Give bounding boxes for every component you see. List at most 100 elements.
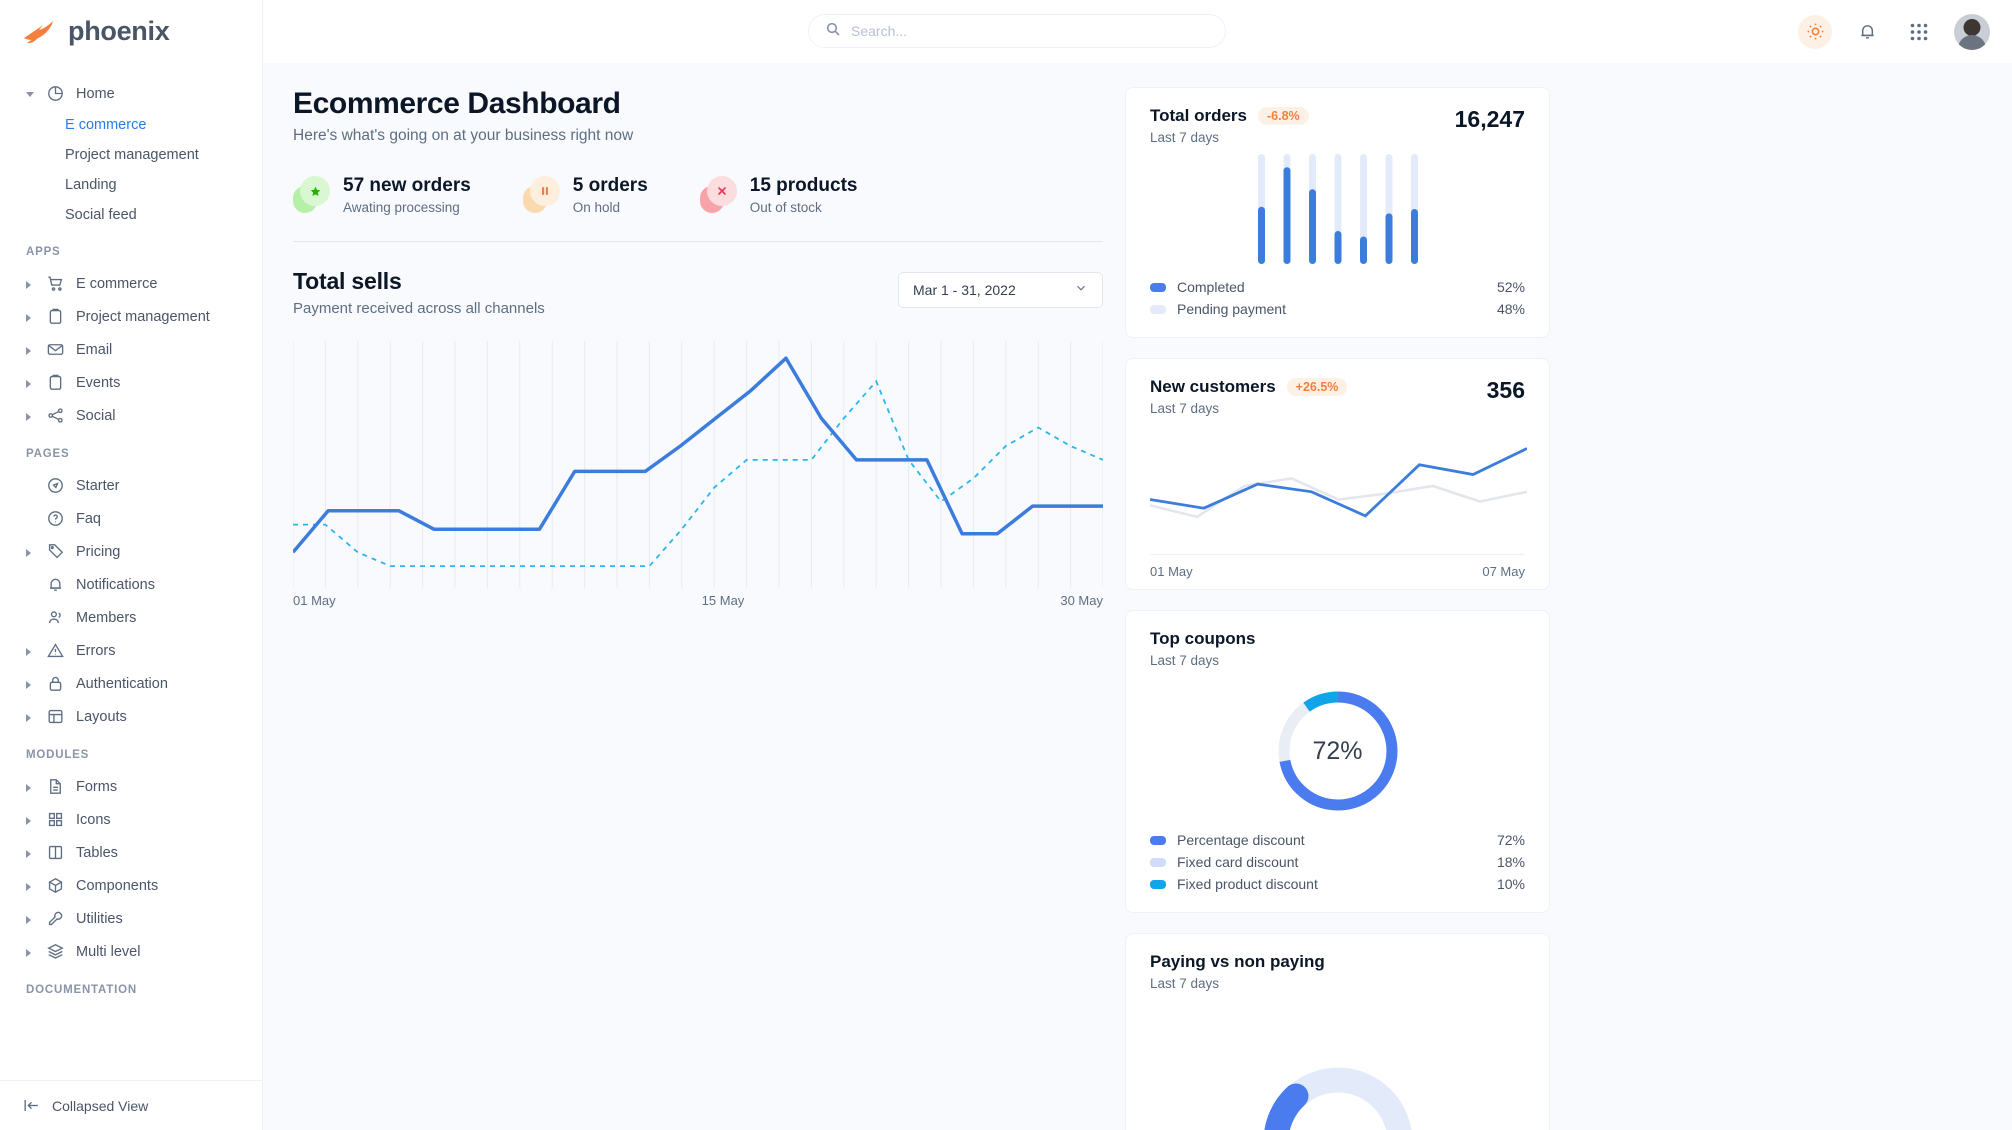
pause-icon [522, 176, 560, 214]
chevron-right-icon[interactable] [26, 815, 35, 825]
sidebar-item-starter[interactable]: Starter [0, 469, 262, 502]
sidebar-item-utilities[interactable]: Utilities [0, 902, 262, 935]
legend-item: Completed 52% [1150, 279, 1525, 295]
total-sells-axis: 01 May 15 May 30 May [293, 593, 1103, 608]
sidebar-item-icons[interactable]: Icons [0, 803, 262, 836]
pie-chart-icon [46, 84, 65, 103]
chevron-right-icon[interactable] [26, 881, 35, 891]
total-sells-subtitle: Payment received across all channels [293, 299, 545, 317]
axis-label-left: 01 May [1150, 564, 1193, 579]
sidebar-item-e-commerce[interactable]: E commerce [0, 267, 262, 300]
search-icon [825, 21, 841, 42]
stat-out-of-stock[interactable]: 15 products Out of stock [699, 175, 857, 215]
legend-label: Fixed card discount [1177, 854, 1299, 870]
sidebar-item-layouts[interactable]: Layouts [0, 700, 262, 733]
sidebar-item-notifications[interactable]: Notifications [0, 568, 262, 601]
page-title: Ecommerce Dashboard [293, 87, 621, 120]
sidebar-item-pricing[interactable]: Pricing [0, 535, 262, 568]
sidebar-subitem-landing[interactable]: Landing [0, 170, 262, 200]
sidebar-subitem-social-feed[interactable]: Social feed [0, 200, 262, 230]
chevron-right-icon[interactable] [26, 848, 35, 858]
chevron-right-icon[interactable] [26, 547, 35, 557]
card-total-orders-title: Total orders [1150, 106, 1247, 125]
sidebar-item-authentication[interactable]: Authentication [0, 667, 262, 700]
sidebar-item-label: Forms [76, 778, 118, 795]
date-range-value: Mar 1 - 31, 2022 [913, 281, 1016, 298]
chevron-right-icon[interactable] [26, 782, 35, 792]
stat-sub: Out of stock [749, 199, 822, 215]
chevron-down-icon [1074, 281, 1088, 298]
clipboard-icon [46, 307, 65, 326]
cube-icon [46, 876, 65, 895]
legend-item: Percentage discount 72% [1150, 832, 1525, 848]
grid-apps-icon[interactable] [1902, 15, 1936, 49]
card-paying-title: Paying vs non paying [1150, 952, 1325, 971]
sidebar-item-errors[interactable]: Errors [0, 634, 262, 667]
sidebar-section-modules-label: MODULES [26, 749, 90, 761]
brand[interactable]: phoenix [0, 0, 262, 63]
sidebar-item-label: Errors [76, 642, 116, 659]
global-search[interactable] [808, 14, 1226, 48]
layout-icon [46, 707, 65, 726]
sidebar-item-social[interactable]: Social [0, 399, 262, 432]
chevron-right-icon[interactable] [26, 914, 35, 924]
sidebar-subitem-e-commerce[interactable]: E commerce [0, 110, 262, 140]
legend-value: 48% [1496, 301, 1525, 317]
search-input[interactable] [851, 23, 1209, 39]
sidebar-item-label: E commerce [76, 275, 158, 292]
sidebar-item-label: Social [76, 407, 116, 424]
status-badge: -6.8% [1257, 107, 1309, 125]
topbar-actions [1798, 0, 1990, 63]
chevron-right-icon[interactable] [26, 947, 35, 957]
chevron-down-icon[interactable] [26, 89, 35, 98]
legend-value: 18% [1496, 854, 1525, 870]
chevron-right-icon[interactable] [26, 378, 35, 388]
collapsed-view-toggle[interactable]: Collapsed View [0, 1080, 262, 1130]
stat-on-hold[interactable]: 5 orders On hold [522, 175, 648, 215]
stat-value: 5 orders [572, 175, 648, 196]
chevron-right-icon[interactable] [26, 279, 35, 289]
total-sells-title: Total sells [293, 267, 402, 294]
sidebar-item-home[interactable]: Home [0, 77, 262, 110]
sidebar-subitem-label: E commerce [65, 117, 147, 133]
chevron-right-icon[interactable] [26, 646, 35, 656]
date-range-select[interactable]: Mar 1 - 31, 2022 [898, 271, 1103, 308]
sidebar-item-events[interactable]: Events [0, 366, 262, 399]
chevron-right-icon[interactable] [26, 345, 35, 355]
sidebar-item-faq[interactable]: Faq [0, 502, 262, 535]
brand-name: phoenix [68, 16, 170, 46]
card-top-coupons: Top coupons Last 7 days 72% [1125, 610, 1550, 913]
card-new-customers-subtitle: Last 7 days [1150, 401, 1220, 416]
sidebar-section-pages-label: PAGES [26, 448, 70, 460]
dashboard-right-column: Total orders -6.8% Last 7 days 16,247 [1125, 87, 1982, 1130]
sidebar-item-label: Multi level [76, 943, 141, 960]
stat-new-orders[interactable]: 57 new orders Awating processing [293, 175, 471, 215]
chevron-right-icon[interactable] [26, 712, 35, 722]
sidebar-item-email[interactable]: Email [0, 333, 262, 366]
legend-swatch [1150, 857, 1166, 867]
sidebar-item-multi-level[interactable]: Multi level [0, 935, 262, 968]
sidebar-item-components[interactable]: Components [0, 869, 262, 902]
table-columns-icon [46, 843, 65, 862]
cart-icon [46, 274, 65, 293]
tag-icon [46, 542, 65, 561]
chevron-right-icon[interactable] [26, 679, 35, 689]
bell-icon[interactable] [1850, 15, 1884, 49]
compass-icon [46, 476, 65, 495]
sun-icon[interactable] [1798, 14, 1832, 49]
chevron-right-icon[interactable] [26, 411, 35, 421]
legend-swatch [1150, 304, 1166, 314]
sidebar-item-members[interactable]: Members [0, 601, 262, 634]
users-icon [46, 608, 65, 627]
sidebar-item-forms[interactable]: Forms [0, 770, 262, 803]
user-avatar[interactable] [1954, 13, 1990, 50]
sidebar-item-tables[interactable]: Tables [0, 836, 262, 869]
sidebar-item-label: Starter [76, 477, 120, 494]
axis-label-right: 30 May [1060, 592, 1103, 608]
sidebar-subitem-project-management[interactable]: Project management [0, 140, 262, 170]
wrench-icon [46, 909, 65, 928]
chevron-none-icon [26, 514, 35, 523]
sidebar-item-label: Events [76, 374, 121, 391]
chevron-right-icon[interactable] [26, 312, 35, 322]
sidebar-item-project-management[interactable]: Project management [0, 300, 262, 333]
